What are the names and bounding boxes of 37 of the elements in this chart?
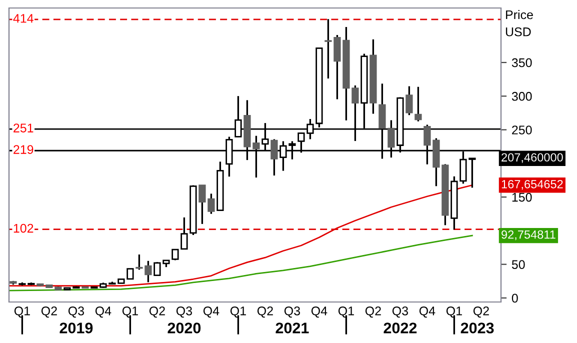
x-tick-label: Q1 (122, 306, 138, 318)
y-tick-label: 250 (512, 126, 532, 134)
annotation: 92,754811 (502, 230, 556, 240)
y-axis-title: Price USD (506, 10, 533, 36)
x-tick-label: Q1 (14, 306, 30, 318)
y-tick-label: 350 (512, 58, 532, 68)
x-tick-label: Q1 (338, 306, 354, 318)
x-tick-label: Q2 (473, 306, 489, 318)
x-tick-label: Q1 (446, 306, 462, 318)
x-tick-label: Q2 (365, 306, 381, 318)
x-tick-label: Q2 (41, 306, 57, 318)
x-tick-label: Q4 (95, 306, 112, 318)
x-tick-label: Q3 (284, 306, 300, 318)
ref-line-label: 251 (14, 124, 34, 132)
x-tick-label: Q2 (149, 306, 165, 318)
x-tick-label: Q4 (203, 306, 220, 318)
y-tick-label: 50 (512, 260, 525, 269)
x-tick-label: Q1 (230, 306, 246, 318)
x2-tick-label: 2019 (60, 322, 93, 334)
x2-tick-label: 2020 (168, 322, 201, 334)
y-tick-label: 150 (512, 192, 532, 202)
x-tick-label: Q4 (419, 306, 436, 318)
annotation: 167,654652 (502, 180, 563, 190)
x2-tick-label: 2023 (460, 322, 494, 334)
x-tick-label: Q4 (311, 306, 328, 318)
ref-line-label: 102 (14, 224, 34, 233)
y-tick-label: 0 (512, 294, 518, 303)
x-tick-label: Q3 (392, 306, 408, 318)
y-tick-label: 300 (512, 92, 532, 101)
x2-tick-label: 2022 (384, 322, 417, 334)
annotation: 207,460000 (502, 153, 563, 163)
x-tick-label: Q3 (176, 306, 192, 318)
ref-line-label: 219 (14, 145, 34, 154)
x2-tick-label: 2021 (276, 322, 309, 334)
ref-line-label: 414 (13, 14, 34, 23)
x-tick-label: Q3 (68, 306, 84, 318)
x-tick-label: Q2 (257, 306, 273, 318)
